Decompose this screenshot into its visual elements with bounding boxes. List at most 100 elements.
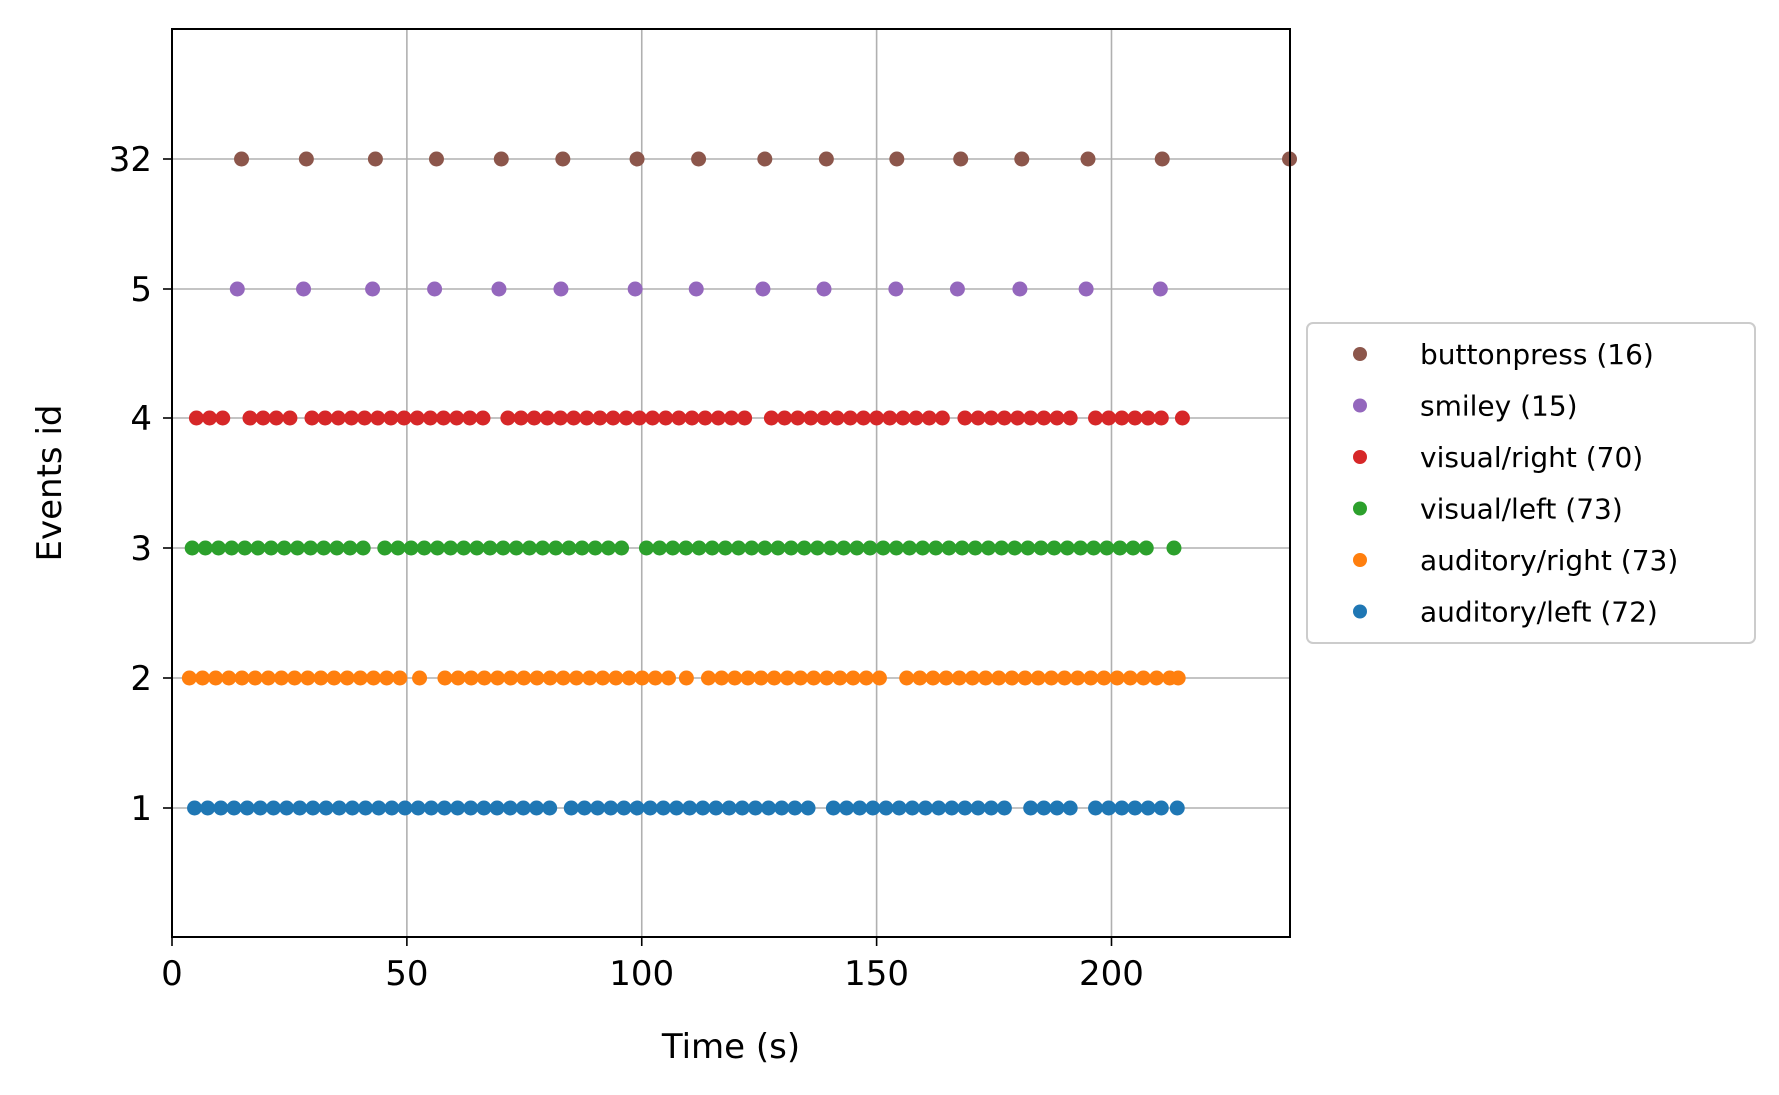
event-point bbox=[1088, 410, 1104, 426]
event-point bbox=[888, 281, 904, 297]
y-tick-label: 4 bbox=[130, 399, 152, 439]
event-point bbox=[239, 800, 255, 816]
event-point bbox=[379, 670, 395, 686]
event-point bbox=[384, 800, 400, 816]
legend-frame bbox=[1306, 322, 1756, 644]
event-point bbox=[869, 410, 885, 426]
event-point bbox=[282, 410, 298, 426]
event-point bbox=[1059, 540, 1075, 556]
event-point bbox=[292, 800, 308, 816]
event-point bbox=[516, 670, 532, 686]
event-point bbox=[252, 800, 268, 816]
event-point bbox=[691, 540, 707, 556]
y-tick-label: 32 bbox=[109, 140, 152, 180]
event-point bbox=[503, 670, 519, 686]
event-point bbox=[1122, 670, 1138, 686]
event-point bbox=[213, 800, 229, 816]
event-point bbox=[1080, 151, 1096, 167]
event-point bbox=[645, 410, 661, 426]
event-point bbox=[682, 800, 698, 816]
legend-marker bbox=[1353, 450, 1367, 464]
event-point bbox=[352, 670, 368, 686]
event-point bbox=[915, 540, 931, 556]
event-point bbox=[964, 670, 980, 686]
event-point bbox=[875, 540, 891, 556]
y-tick-label: 2 bbox=[130, 659, 152, 699]
event-point bbox=[917, 800, 933, 816]
event-point bbox=[816, 410, 832, 426]
series-4 bbox=[188, 410, 1190, 426]
event-point bbox=[845, 670, 861, 686]
event-point bbox=[618, 410, 634, 426]
event-point bbox=[1012, 281, 1028, 297]
event-point bbox=[450, 670, 466, 686]
event-point bbox=[818, 151, 834, 167]
event-point bbox=[529, 670, 545, 686]
event-point bbox=[1140, 800, 1156, 816]
event-point bbox=[475, 410, 491, 426]
event-point bbox=[1154, 151, 1170, 167]
event-point bbox=[1070, 670, 1086, 686]
event-point bbox=[1149, 670, 1165, 686]
event-point bbox=[326, 670, 342, 686]
x-tick-label: 50 bbox=[385, 954, 428, 994]
event-point bbox=[1017, 670, 1033, 686]
event-point bbox=[211, 540, 227, 556]
event-point bbox=[996, 800, 1012, 816]
event-point bbox=[298, 151, 314, 167]
event-point bbox=[996, 410, 1012, 426]
event-point bbox=[529, 800, 545, 816]
event-point bbox=[1096, 670, 1112, 686]
event-point bbox=[779, 670, 795, 686]
event-point bbox=[229, 281, 245, 297]
event-point bbox=[1007, 540, 1023, 556]
event-point bbox=[904, 800, 920, 816]
event-point bbox=[634, 670, 650, 686]
event-point bbox=[316, 540, 332, 556]
event-point bbox=[928, 540, 944, 556]
event-point bbox=[1023, 410, 1039, 426]
event-point bbox=[587, 540, 603, 556]
event-point bbox=[806, 670, 822, 686]
event-point bbox=[1057, 670, 1073, 686]
event-point bbox=[296, 281, 312, 297]
event-point bbox=[548, 540, 564, 556]
event-point bbox=[463, 670, 479, 686]
event-point bbox=[871, 670, 887, 686]
event-point bbox=[234, 151, 250, 167]
event-point bbox=[436, 800, 452, 816]
data-points bbox=[181, 151, 1298, 816]
event-point bbox=[343, 410, 359, 426]
event-point bbox=[912, 670, 928, 686]
event-point bbox=[502, 800, 518, 816]
event-point bbox=[734, 800, 750, 816]
event-point bbox=[978, 670, 994, 686]
event-point bbox=[882, 410, 898, 426]
event-point bbox=[1114, 800, 1130, 816]
event-point bbox=[590, 800, 606, 816]
event-point bbox=[392, 670, 408, 686]
event-point bbox=[755, 281, 771, 297]
event-point bbox=[303, 540, 319, 556]
event-point bbox=[889, 151, 905, 167]
event-point bbox=[891, 800, 907, 816]
event-point bbox=[456, 540, 472, 556]
event-point bbox=[221, 670, 237, 686]
event-point bbox=[508, 540, 524, 556]
event-point bbox=[1127, 410, 1143, 426]
event-point bbox=[803, 410, 819, 426]
event-point bbox=[700, 670, 716, 686]
event-point bbox=[268, 410, 284, 426]
event-point bbox=[342, 540, 358, 556]
event-point bbox=[710, 410, 726, 426]
event-point bbox=[757, 151, 773, 167]
event-point bbox=[1112, 540, 1128, 556]
event-point bbox=[796, 540, 812, 556]
event-point bbox=[819, 670, 835, 686]
event-point bbox=[951, 670, 967, 686]
event-point bbox=[949, 281, 965, 297]
event-point bbox=[542, 670, 558, 686]
event-point bbox=[1033, 540, 1049, 556]
event-point bbox=[631, 410, 647, 426]
